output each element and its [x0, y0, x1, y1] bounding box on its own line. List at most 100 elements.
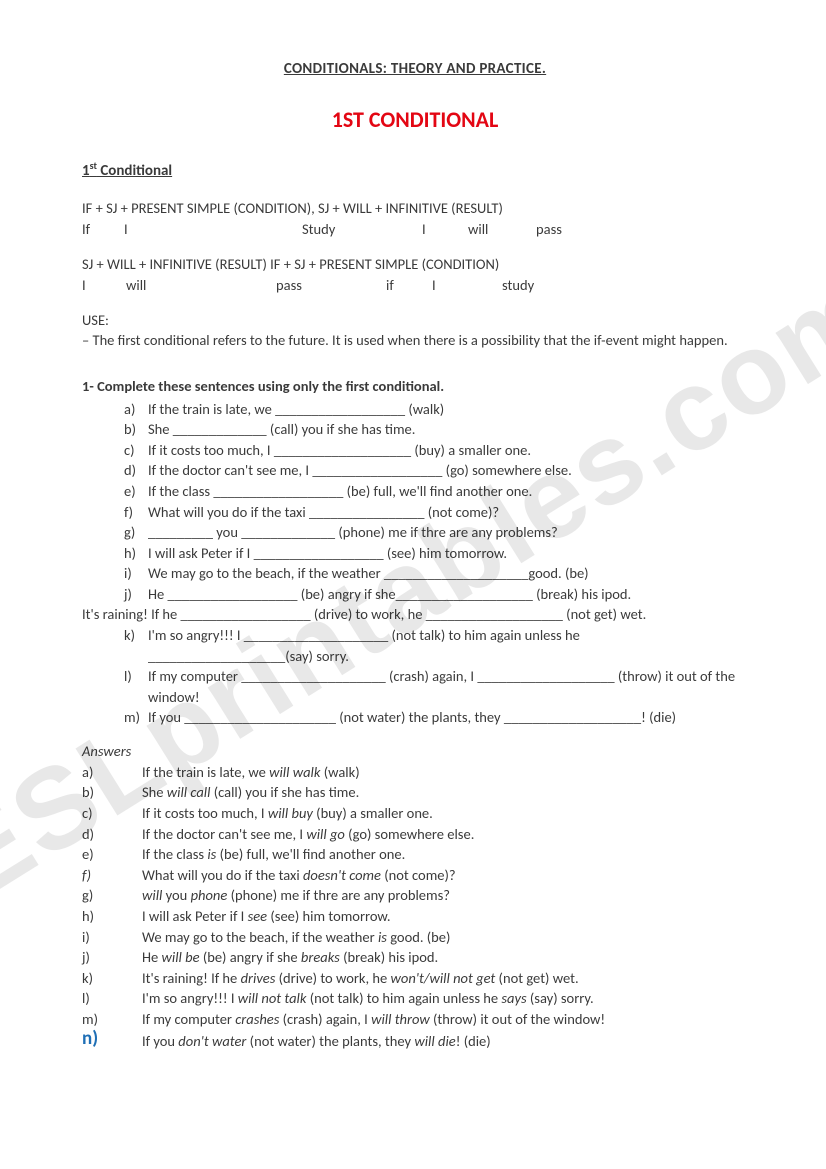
formula-segment: I: [422, 219, 468, 240]
exercise-item: j)He __________________ (be) angry if sh…: [124, 584, 748, 605]
formula-segment: SJ + WILL + INFINITIVE (RESULT) IF + SJ …: [82, 254, 499, 275]
answer-row: f)What will you do if the taxi doesn't c…: [82, 865, 748, 886]
exercise-text: _________ you _____________ (phone) me i…: [148, 522, 748, 543]
answer-text: If it costs too much, I will buy (buy) a…: [142, 803, 748, 824]
answer-letter: h): [82, 906, 142, 927]
answer-letter: g): [82, 885, 142, 906]
worksheet-page: ESLprintables.com CONDITIONALS: THEORY A…: [0, 0, 826, 1169]
formula2-line1: SJ + WILL + INFINITIVE (RESULT) IF + SJ …: [82, 254, 748, 275]
formula-block-2: SJ + WILL + INFINITIVE (RESULT) IF + SJ …: [82, 254, 748, 296]
exercise-text: I will ask Peter if I __________________…: [148, 543, 748, 564]
exercise-item: c)If it costs too much, I ______________…: [124, 440, 748, 461]
exercise-outdent-line: It's raining! If he __________________ (…: [82, 604, 748, 625]
answer-row: c)If it costs too much, I will buy (buy)…: [82, 803, 748, 824]
answer-letter: m): [82, 1009, 142, 1030]
exercise-item: g)_________ you _____________ (phone) me…: [124, 522, 748, 543]
exercise-list: a)If the train is late, we _____________…: [82, 399, 748, 728]
use-text: – The first conditional refers to the fu…: [82, 331, 728, 349]
formula-segment: I: [432, 275, 502, 296]
section-label: 1st Conditional: [82, 159, 748, 180]
exercise-item: a)If the train is late, we _____________…: [124, 399, 748, 420]
exercise-letter: k): [124, 625, 148, 666]
answer-text: If the doctor can't see me, I will go (g…: [142, 824, 748, 845]
formula-block-1: IF + SJ + PRESENT SIMPLE (CONDITION), SJ…: [82, 198, 748, 240]
exercise-text: If the train is late, we _______________…: [148, 399, 748, 420]
answers-rows: a)If the train is late, we will walk (wa…: [82, 762, 748, 1030]
exercise-text: If the class __________________ (be) ful…: [148, 481, 748, 502]
exercise-letter: a): [124, 399, 148, 420]
answer-text: What will you do if the taxi doesn't com…: [142, 865, 748, 886]
exercise-title: 1- Complete these sentences using only t…: [82, 377, 748, 395]
answer-text: If my computer crashes (crash) again, I …: [142, 1009, 748, 1030]
answers-list: a)If the train is late, we will walk (wa…: [82, 762, 748, 1052]
formula-segment: will: [126, 275, 276, 296]
exercise-item: k)I'm so angry!!! I ____________________…: [124, 625, 748, 666]
exercise-item: f)What will you do if the taxi _________…: [124, 502, 748, 523]
exercise-text: If the doctor can't see me, I __________…: [148, 460, 748, 481]
answer-letter: a): [82, 762, 142, 783]
exercise-item: e)If the class __________________ (be) f…: [124, 481, 748, 502]
exercise-letter: c): [124, 440, 148, 461]
formula-segment: if: [386, 275, 432, 296]
exercise-text: If it costs too much, I ________________…: [148, 440, 748, 461]
exercise-letter: j): [124, 584, 148, 605]
answer-text: We may go to the beach, if the weather i…: [142, 927, 748, 948]
exercise-text: What will you do if the taxi ___________…: [148, 502, 748, 523]
formula-segment: pass: [276, 275, 386, 296]
exercise-letter: i): [124, 563, 148, 584]
formula-segment: will: [468, 219, 536, 240]
answer-row: m)If my computer crashes (crash) again, …: [82, 1009, 748, 1030]
exercise-item: m)If you _____________________ (not wate…: [124, 707, 748, 728]
answer-row: e)If the class is (be) full, we'll find …: [82, 844, 748, 865]
answer-letter: d): [82, 824, 142, 845]
answer-letter: e): [82, 844, 142, 865]
formula2-line2: IwillpassifIstudy: [82, 275, 748, 296]
answer-letter: b): [82, 782, 142, 803]
answer-text: will you phone (phone) me if thre are an…: [142, 885, 748, 906]
answer-letter: l): [82, 988, 142, 1009]
use-block: USE: – The first conditional refers to t…: [82, 310, 748, 351]
answer-text: If you don't water (not water) the plant…: [142, 1029, 748, 1052]
formula1-line1: IF + SJ + PRESENT SIMPLE (CONDITION), SJ…: [82, 198, 748, 219]
exercise-item: l)If my computer ____________________ (c…: [124, 666, 748, 707]
answer-row: a)If the train is late, we will walk (wa…: [82, 762, 748, 783]
exercise-text: He __________________ (be) angry if she_…: [148, 584, 748, 605]
section-label-suffix: Conditional: [97, 162, 172, 180]
answer-text: I will ask Peter if I see (see) him tomo…: [142, 906, 748, 927]
answer-row: k)It's raining! If he drives (drive) to …: [82, 968, 748, 989]
main-heading: 1ST CONDITIONAL: [82, 106, 748, 133]
answer-letter: i): [82, 927, 142, 948]
formula-segment: Study: [302, 219, 422, 240]
exercise-text: I'm so angry!!! I ____________________ (…: [148, 625, 748, 666]
exercise-item: b)She _____________ (call) you if she ha…: [124, 419, 748, 440]
formula1-line2: IfIStudyIwillpass: [82, 219, 748, 240]
exercise-text: If you _____________________ (not water)…: [148, 707, 748, 728]
exercise-text: She _____________ (call) you if she has …: [148, 419, 748, 440]
exercise-letter: h): [124, 543, 148, 564]
answer-row: j)He will be (be) angry if she breaks (b…: [82, 947, 748, 968]
answer-letter: c): [82, 803, 142, 824]
answer-row: l) I'm so angry!!! I will not talk (not …: [82, 988, 748, 1009]
answer-n-row: n) If you don't water (not water) the pl…: [82, 1029, 748, 1052]
formula-segment: study: [502, 275, 534, 296]
exercise-letter: d): [124, 460, 148, 481]
exercise-items-2: k)I'm so angry!!! I ____________________…: [124, 625, 748, 728]
answer-row: g)will you phone (phone) me if thre are …: [82, 885, 748, 906]
exercise-text: If my computer ____________________ (cra…: [148, 666, 748, 707]
exercise-letter: m): [124, 707, 148, 728]
formula-segment: I: [82, 275, 126, 296]
use-label: USE:: [82, 310, 748, 330]
answer-letter: n): [82, 1029, 142, 1052]
formula-segment: I: [124, 219, 302, 240]
answer-text: If the train is late, we will walk (walk…: [142, 762, 748, 783]
exercise-letter: l): [124, 666, 148, 707]
formula-segment: pass: [536, 219, 562, 240]
answer-text: It's raining! If he drives (drive) to wo…: [142, 968, 748, 989]
answer-text: If the class is (be) full, we'll find an…: [142, 844, 748, 865]
formula-segment: If: [82, 219, 124, 240]
answer-text: He will be (be) angry if she breaks (bre…: [142, 947, 748, 968]
answer-row: b)She will call (call) you if she has ti…: [82, 782, 748, 803]
answer-row: i)We may go to the beach, if the weather…: [82, 927, 748, 948]
exercise-items-1: a)If the train is late, we _____________…: [124, 399, 748, 605]
section-label-super: st: [90, 159, 97, 172]
